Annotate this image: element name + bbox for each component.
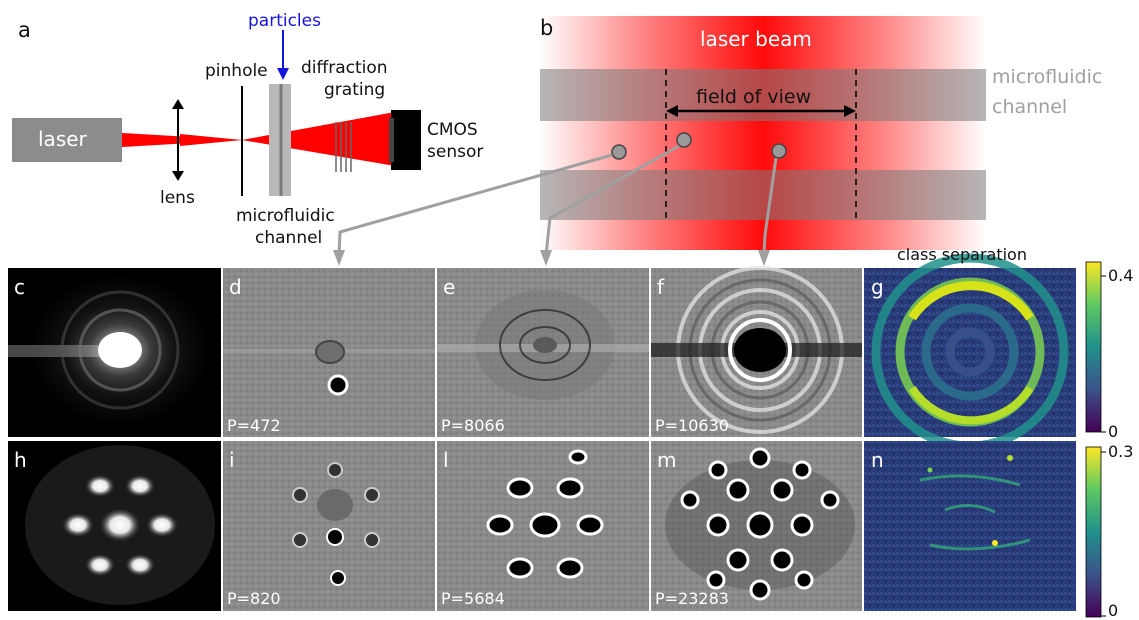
panel-letter-l: l bbox=[443, 448, 449, 472]
particles-arrowhead bbox=[277, 68, 289, 80]
diffraction-grating bbox=[335, 122, 352, 172]
tile-d bbox=[223, 268, 435, 437]
particle-fov-edge bbox=[676, 132, 692, 148]
tile-n bbox=[864, 441, 1076, 611]
tile-e bbox=[437, 268, 649, 437]
p-value-l: P=5684 bbox=[441, 589, 505, 608]
colorbar-top-max: 0.4 bbox=[1108, 266, 1134, 285]
laser-beam-converging bbox=[180, 134, 242, 146]
laser-label: laser bbox=[38, 127, 87, 151]
channel-wall-top bbox=[540, 69, 986, 121]
lens-label: lens bbox=[160, 188, 195, 208]
cmos-label-1: CMOS bbox=[427, 120, 478, 140]
tile-l bbox=[437, 441, 649, 611]
particle-outside-fov bbox=[611, 144, 627, 160]
tile-i bbox=[223, 441, 435, 611]
laser-beam-label: laser beam bbox=[700, 27, 812, 51]
channel-wall-bottom bbox=[540, 170, 986, 220]
connector-to-e bbox=[544, 144, 680, 256]
microfluidic-channel-label-1: microfluidic bbox=[992, 66, 1103, 88]
cmos-label-2: sensor bbox=[427, 142, 484, 162]
panel-letter-f: f bbox=[657, 275, 665, 299]
diffraction-label-2: grating bbox=[324, 80, 386, 100]
particles-label: particles bbox=[248, 11, 321, 31]
p-value-d: P=472 bbox=[227, 416, 281, 435]
pinhole-label: pinhole bbox=[205, 61, 268, 81]
panel-letter-n: n bbox=[871, 448, 884, 472]
p-value-i: P=820 bbox=[227, 589, 281, 608]
fov-arrow-right bbox=[844, 105, 856, 117]
laser-beam-diverging bbox=[242, 112, 395, 166]
class-separation-title: class separation bbox=[897, 245, 1027, 264]
colorbar-top-min: 0 bbox=[1108, 422, 1119, 441]
p-value-e: P=8066 bbox=[441, 416, 505, 435]
lens-arrow-bottom bbox=[172, 171, 184, 181]
cmos-face bbox=[389, 118, 394, 162]
tile-m bbox=[651, 441, 862, 611]
panel-letter-d: d bbox=[229, 275, 242, 299]
panel-letter-b: b bbox=[540, 16, 554, 40]
microfluidic-channel-label-2: channel bbox=[992, 96, 1068, 118]
connector-to-f bbox=[762, 157, 778, 256]
beam-panel bbox=[540, 16, 986, 250]
panel-letter-g: g bbox=[871, 275, 884, 299]
tile-f bbox=[651, 266, 862, 437]
tile-h bbox=[8, 441, 221, 611]
lens-arrow-top bbox=[172, 99, 184, 109]
panel-letter-i: i bbox=[229, 448, 235, 472]
tile-g bbox=[864, 253, 1076, 451]
panel-letter-e: e bbox=[443, 275, 456, 299]
colorbars bbox=[1085, 261, 1106, 618]
channel-label-1: microfluidic bbox=[236, 206, 335, 226]
laser-source bbox=[12, 118, 122, 162]
setup-schematic bbox=[12, 30, 421, 196]
panel-letter-h: h bbox=[14, 448, 27, 472]
fov-arrow-left bbox=[666, 105, 678, 117]
panel-letter-m: m bbox=[657, 448, 677, 472]
colorbar-top bbox=[1085, 261, 1102, 433]
connector-arrowheads bbox=[333, 250, 770, 266]
panel-letter-c: c bbox=[14, 275, 25, 299]
cmos-sensor bbox=[391, 110, 421, 170]
connector-to-d bbox=[337, 153, 613, 256]
connector-lines bbox=[337, 144, 778, 256]
p-value-f: P=10630 bbox=[655, 416, 729, 435]
field-of-view-label: field of view bbox=[696, 86, 812, 108]
channel-label-2: channel bbox=[255, 228, 323, 248]
panel-letter-a: a bbox=[18, 18, 31, 42]
particle-beam-center bbox=[771, 143, 787, 159]
colorbar-bottom-min: 0 bbox=[1108, 601, 1119, 620]
colorbar-bottom-max: 0.3 bbox=[1108, 442, 1134, 461]
colorbar-bottom bbox=[1085, 446, 1102, 618]
tile-c bbox=[8, 268, 221, 437]
diffraction-label-1: diffraction bbox=[301, 58, 388, 78]
p-value-m: P=23283 bbox=[655, 589, 729, 608]
